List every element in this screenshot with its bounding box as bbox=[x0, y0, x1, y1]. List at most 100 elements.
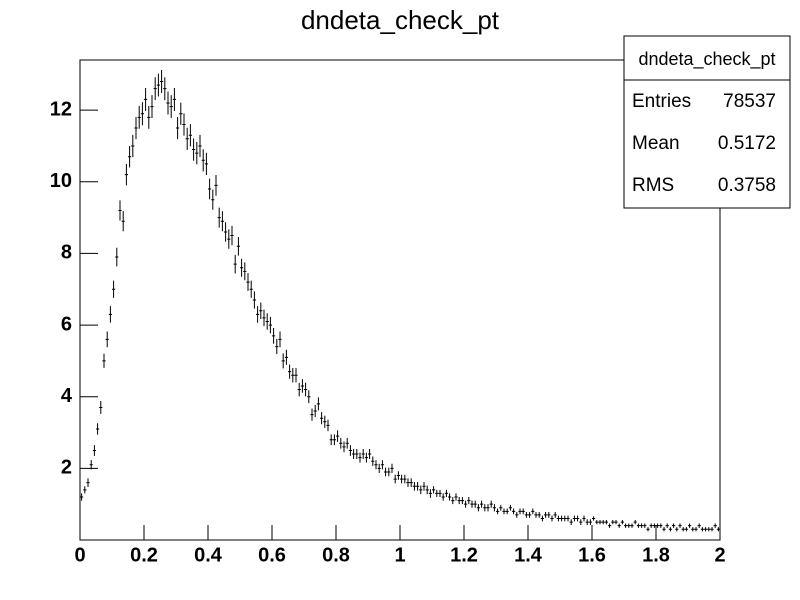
data-point bbox=[262, 309, 266, 327]
data-point bbox=[576, 515, 580, 522]
data-point bbox=[588, 519, 592, 525]
data-point bbox=[563, 515, 567, 522]
data-point bbox=[176, 116, 180, 140]
data-point bbox=[304, 382, 308, 397]
data-point bbox=[313, 404, 317, 418]
data-point bbox=[704, 527, 708, 532]
data-point bbox=[611, 519, 615, 525]
data-point bbox=[627, 523, 631, 528]
data-point bbox=[188, 124, 192, 147]
x-tick-label: 1 bbox=[394, 544, 405, 566]
data-point bbox=[342, 441, 346, 453]
data-point bbox=[288, 364, 292, 379]
data-point bbox=[204, 152, 208, 175]
data-point bbox=[230, 225, 234, 246]
data-point bbox=[659, 523, 663, 528]
data-point bbox=[224, 222, 228, 242]
data-point bbox=[294, 368, 298, 383]
data-point bbox=[716, 527, 720, 532]
data-point bbox=[172, 87, 176, 111]
data-point bbox=[355, 449, 359, 460]
data-point bbox=[697, 523, 701, 528]
data-point bbox=[310, 408, 314, 421]
data-point bbox=[246, 273, 250, 292]
data-point bbox=[281, 353, 285, 369]
data-point bbox=[124, 163, 128, 186]
data-point bbox=[566, 515, 570, 522]
data-point bbox=[83, 486, 87, 494]
data-point bbox=[524, 512, 528, 518]
data-point bbox=[470, 500, 474, 508]
data-point bbox=[134, 116, 138, 140]
data-point bbox=[620, 519, 624, 525]
data-point bbox=[448, 493, 452, 501]
data-point bbox=[473, 500, 477, 508]
data-point bbox=[156, 73, 160, 97]
data-point bbox=[707, 527, 711, 532]
data-point bbox=[396, 471, 400, 480]
data-point bbox=[214, 174, 218, 196]
data-point bbox=[428, 489, 432, 498]
data-point bbox=[358, 452, 362, 463]
data-point bbox=[297, 382, 301, 397]
data-point bbox=[528, 512, 532, 518]
data-point bbox=[608, 523, 612, 528]
data-point bbox=[400, 474, 404, 484]
data-point bbox=[547, 512, 551, 518]
data-point bbox=[556, 515, 560, 522]
data-point bbox=[694, 527, 698, 532]
data-point bbox=[99, 401, 103, 414]
y-tick-label: 4 bbox=[61, 385, 73, 407]
y-tick-label: 10 bbox=[50, 170, 72, 192]
data-point bbox=[384, 467, 388, 477]
data-point bbox=[601, 519, 605, 525]
data-point bbox=[236, 236, 240, 256]
data-point bbox=[208, 178, 212, 200]
data-point bbox=[451, 497, 455, 505]
data-point bbox=[592, 516, 596, 521]
data-point bbox=[316, 397, 320, 411]
data-point bbox=[684, 527, 688, 532]
data-point bbox=[348, 445, 352, 456]
data-point bbox=[243, 262, 247, 281]
data-point bbox=[320, 412, 324, 425]
x-tick-label: 2 bbox=[714, 544, 725, 566]
data-point bbox=[249, 280, 253, 298]
data-point bbox=[512, 508, 516, 515]
stats-frame bbox=[623, 35, 791, 209]
data-point bbox=[521, 508, 525, 515]
data-point bbox=[640, 523, 644, 528]
x-tick-label: 1.4 bbox=[514, 544, 543, 566]
x-tick-label: 0.8 bbox=[322, 544, 350, 566]
x-tick-label: 1.6 bbox=[578, 544, 606, 566]
data-point bbox=[403, 474, 407, 484]
data-point bbox=[252, 291, 256, 309]
data-point bbox=[227, 229, 231, 249]
data-point bbox=[256, 306, 260, 323]
data-point bbox=[598, 519, 602, 525]
data-point bbox=[416, 481, 420, 491]
data-point bbox=[195, 142, 199, 165]
data-point bbox=[480, 500, 484, 508]
data-point bbox=[646, 527, 650, 532]
data-point bbox=[422, 481, 426, 491]
data-point bbox=[220, 211, 224, 232]
data-point bbox=[553, 512, 557, 518]
stats-value: 0.3758 bbox=[718, 175, 776, 196]
data-point bbox=[329, 434, 333, 446]
data-point bbox=[259, 302, 263, 319]
stats-label: Entries bbox=[632, 91, 691, 112]
data-point bbox=[284, 349, 288, 365]
data-point bbox=[377, 463, 381, 474]
data-point bbox=[89, 460, 93, 470]
data-point bbox=[272, 327, 276, 344]
y-tick-label: 8 bbox=[61, 242, 72, 264]
data-point bbox=[380, 460, 384, 470]
data-point bbox=[624, 523, 628, 528]
data-point bbox=[675, 527, 679, 532]
data-point bbox=[649, 523, 653, 528]
data-point bbox=[201, 149, 205, 172]
data-point bbox=[108, 306, 112, 323]
data-point bbox=[198, 134, 202, 158]
